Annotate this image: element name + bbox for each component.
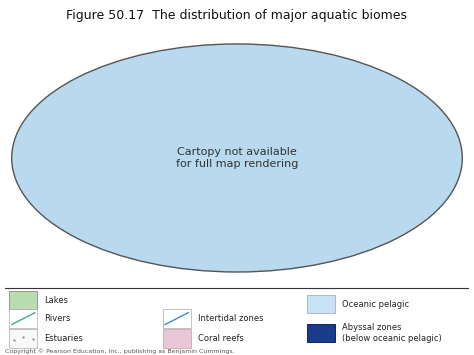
Text: Estuaries: Estuaries — [44, 334, 83, 343]
Text: Intertidal zones: Intertidal zones — [198, 314, 263, 323]
Bar — [9, 329, 37, 348]
Bar — [9, 310, 37, 328]
Text: Abyssal zones
(below oceanic pelagic): Abyssal zones (below oceanic pelagic) — [341, 323, 441, 343]
Text: Cartopy not available
for full map rendering: Cartopy not available for full map rende… — [176, 147, 298, 169]
Bar — [307, 324, 335, 342]
Bar — [163, 310, 191, 328]
Ellipse shape — [12, 44, 462, 272]
Text: Coral reefs: Coral reefs — [198, 334, 243, 343]
Text: Rivers: Rivers — [44, 314, 71, 323]
Bar — [307, 295, 335, 313]
Bar — [163, 329, 191, 348]
Text: Oceanic pelagic: Oceanic pelagic — [341, 300, 409, 308]
Text: Copyright © Pearson Education, Inc., publishing as Benjamin Cummings.: Copyright © Pearson Education, Inc., pub… — [5, 349, 234, 354]
Text: Lakes: Lakes — [44, 296, 68, 305]
Text: Figure 50.17  The distribution of major aquatic biomes: Figure 50.17 The distribution of major a… — [66, 9, 408, 22]
Bar — [9, 291, 37, 310]
